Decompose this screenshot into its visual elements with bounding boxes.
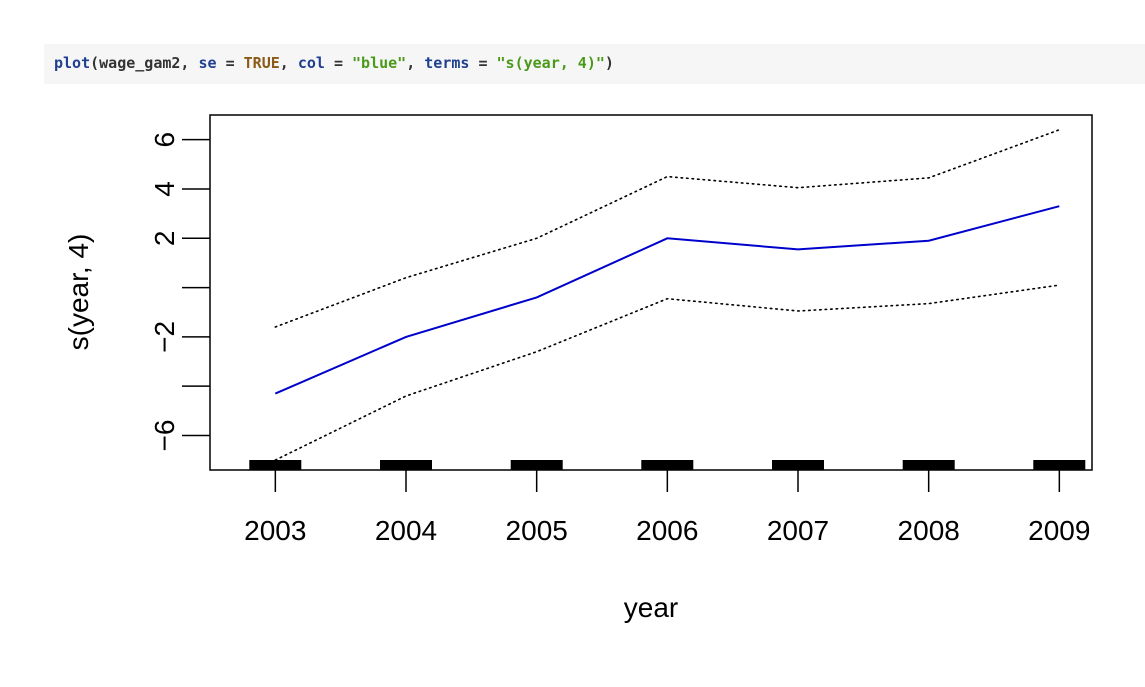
rug-mark (772, 460, 824, 470)
series-line-lower-band (274, 284, 1061, 461)
rug-mark (641, 460, 694, 470)
code-token: , (406, 54, 425, 72)
y-axis-title: s(year, 4) (63, 234, 94, 351)
code-token: col (297, 54, 325, 72)
code-token: = (469, 54, 497, 72)
y-tick-label: 4 (149, 181, 180, 197)
code-token: TRUE (243, 54, 280, 72)
y-axis: −6 −2 2 4 6 (149, 132, 210, 452)
rug-mark (1033, 460, 1086, 470)
code-token: = (216, 54, 244, 72)
x-tick-label: 2003 (244, 515, 306, 546)
code-token: (wage_gam2, (90, 54, 199, 72)
rug-mark (249, 460, 302, 470)
x-tick-label: 2009 (1028, 515, 1090, 546)
code-token: "s(year, 4)" (496, 54, 605, 72)
code-token: se (198, 54, 217, 72)
x-tick-label: 2004 (375, 515, 437, 546)
code-token: terms (424, 54, 470, 72)
fitted-curve (274, 205, 1060, 395)
rug-mark (902, 460, 955, 470)
rug-marks (249, 460, 1086, 470)
confidence-bands (274, 129, 1061, 461)
x-axis: 2003 2004 2005 2006 2007 2008 2009 (244, 470, 1090, 546)
y-tick-label: −2 (149, 321, 180, 353)
code-token: , (279, 54, 298, 72)
x-tick-label: 2007 (767, 515, 829, 546)
x-tick-label: 2005 (506, 515, 568, 546)
rug-mark (380, 460, 432, 470)
code-token: = (324, 54, 353, 72)
x-axis-title: year (624, 592, 678, 623)
code-block: plot(wage_gam2, se = TRUE, col = "blue",… (44, 44, 1145, 84)
series-line-fit (274, 205, 1060, 395)
plot-box (209, 114, 1093, 471)
y-tick-label: 6 (149, 132, 180, 148)
code-token: "blue" (352, 54, 407, 72)
x-tick-label: 2006 (636, 515, 698, 546)
series-line-upper-band (274, 129, 1061, 328)
x-tick-label: 2008 (898, 515, 960, 546)
y-tick-label: 2 (149, 231, 180, 247)
code-token: plot (54, 54, 91, 72)
y-tick-label: −6 (149, 420, 180, 452)
code-token: ) (604, 54, 614, 72)
rug-mark (510, 460, 563, 470)
